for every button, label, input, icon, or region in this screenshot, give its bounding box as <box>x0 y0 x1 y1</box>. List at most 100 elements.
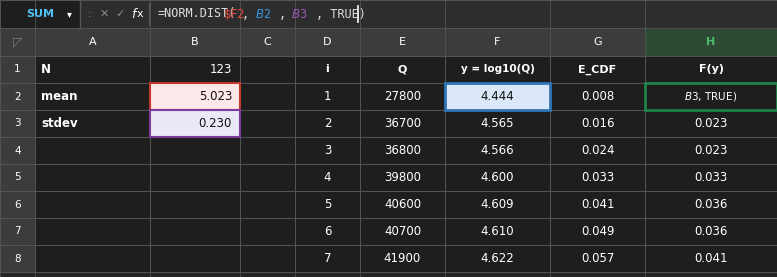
Bar <box>35 83 150 110</box>
Text: 1: 1 <box>14 65 21 75</box>
Bar <box>295 245 360 272</box>
Text: 3: 3 <box>324 144 331 157</box>
Bar <box>0 83 35 110</box>
Bar <box>645 218 777 245</box>
Bar <box>240 137 295 164</box>
Bar <box>35 137 150 164</box>
Bar <box>550 110 645 137</box>
Bar <box>550 164 645 191</box>
Bar <box>240 110 295 137</box>
Text: $B$3, TRUE): $B$3, TRUE) <box>685 90 737 103</box>
Text: :: : <box>88 9 92 19</box>
Bar <box>35 191 150 218</box>
Text: B: B <box>191 37 199 47</box>
Text: 4.609: 4.609 <box>481 198 514 211</box>
Bar <box>550 245 645 272</box>
Bar <box>645 83 777 110</box>
Text: G: G <box>593 37 602 47</box>
Text: stdev: stdev <box>41 117 78 130</box>
Text: 0.033: 0.033 <box>695 171 727 184</box>
Bar <box>550 137 645 164</box>
Text: 4.565: 4.565 <box>481 117 514 130</box>
Text: ▾: ▾ <box>67 9 72 19</box>
Text: 4.566: 4.566 <box>481 144 514 157</box>
Text: 4.444: 4.444 <box>481 90 514 103</box>
Text: 5: 5 <box>324 198 331 211</box>
Text: 0.036: 0.036 <box>695 225 728 238</box>
Bar <box>360 164 445 191</box>
Text: 4.444: 4.444 <box>481 90 514 103</box>
Text: $F2: $F2 <box>224 7 246 20</box>
Bar <box>360 56 445 83</box>
Bar <box>150 164 240 191</box>
Text: 0.023: 0.023 <box>695 144 728 157</box>
Text: E_CDF: E_CDF <box>578 64 617 75</box>
Bar <box>150 191 240 218</box>
Bar <box>0 56 35 83</box>
Text: E: E <box>399 37 406 47</box>
Bar <box>550 56 645 83</box>
Bar <box>360 83 445 110</box>
Text: 0.036: 0.036 <box>695 198 728 211</box>
Bar <box>550 83 645 110</box>
Bar <box>445 137 550 164</box>
Text: 0.016: 0.016 <box>580 117 615 130</box>
Text: H: H <box>706 37 716 47</box>
Text: Q: Q <box>398 65 407 75</box>
Text: x: x <box>137 9 144 19</box>
Text: 39800: 39800 <box>384 171 421 184</box>
Bar <box>360 110 445 137</box>
Bar <box>645 137 777 164</box>
Bar <box>295 137 360 164</box>
Bar <box>295 83 360 110</box>
Text: 4: 4 <box>14 145 21 155</box>
Bar <box>150 110 240 137</box>
Bar <box>0 218 35 245</box>
Text: SUM: SUM <box>26 9 54 19</box>
Text: ,: , <box>279 7 293 20</box>
Bar <box>295 56 360 83</box>
Bar <box>150 137 240 164</box>
Bar <box>0 0 80 28</box>
Text: ◸: ◸ <box>12 35 23 48</box>
Bar <box>35 218 150 245</box>
Text: 6: 6 <box>14 199 21 209</box>
Text: i: i <box>326 65 329 75</box>
Text: 7: 7 <box>14 227 21 237</box>
Bar <box>645 245 777 272</box>
Text: y = log10(Q): y = log10(Q) <box>461 65 535 75</box>
Text: 40600: 40600 <box>384 198 421 211</box>
Text: 0.049: 0.049 <box>580 225 615 238</box>
Bar <box>360 218 445 245</box>
Text: 1: 1 <box>324 90 331 103</box>
Text: 2: 2 <box>14 91 21 101</box>
Text: $B$2: $B$2 <box>255 7 271 20</box>
Text: f: f <box>131 7 135 20</box>
Text: N: N <box>41 63 51 76</box>
Bar <box>295 218 360 245</box>
Bar <box>445 191 550 218</box>
Text: 0.041: 0.041 <box>580 198 615 211</box>
Text: ,: , <box>242 7 256 20</box>
Bar <box>240 245 295 272</box>
Text: 0.041: 0.041 <box>695 252 728 265</box>
Text: 5: 5 <box>14 173 21 183</box>
Text: ✓: ✓ <box>115 9 124 19</box>
Bar <box>35 164 150 191</box>
Text: $B$3, TRUE): $B$3, TRUE) <box>685 90 737 103</box>
Text: 8: 8 <box>14 253 21 263</box>
Text: 36700: 36700 <box>384 117 421 130</box>
Text: D: D <box>323 37 332 47</box>
Text: 0.057: 0.057 <box>581 252 614 265</box>
Bar <box>240 164 295 191</box>
Text: 6: 6 <box>324 225 331 238</box>
Text: 4.610: 4.610 <box>481 225 514 238</box>
Bar <box>35 245 150 272</box>
Bar <box>240 56 295 83</box>
Bar <box>645 56 777 83</box>
Text: 0.033: 0.033 <box>581 171 614 184</box>
Text: $B$3: $B$3 <box>291 7 308 20</box>
Bar <box>645 28 777 56</box>
Text: 27800: 27800 <box>384 90 421 103</box>
Text: 7: 7 <box>324 252 331 265</box>
